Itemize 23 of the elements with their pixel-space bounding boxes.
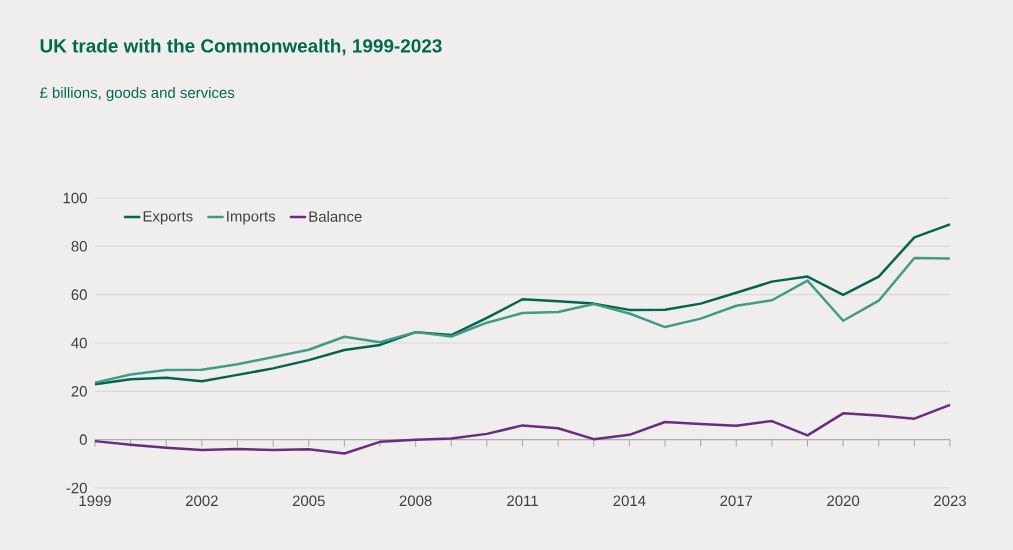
line-series [93, 403, 952, 455]
y-tick-label: 20 [71, 386, 87, 397]
x-tick-label: 2014 [613, 495, 646, 507]
y-tick-label: -20 [66, 482, 87, 494]
y-tick-label: 100 [63, 192, 87, 204]
x-tick-label: 2023 [934, 495, 966, 507]
legend-label: Imports [227, 211, 276, 225]
legend-label: Exports [143, 211, 193, 225]
chart-subtitle: £ billions, goods and services [39, 87, 235, 101]
line-series [93, 223, 952, 386]
x-tick-label: 2020 [827, 495, 860, 507]
x-tick-label: 2017 [720, 495, 753, 507]
x-tick-label: 2011 [507, 495, 538, 507]
x-tick-label: 1999 [79, 495, 111, 507]
chart-title: UK trade with the Commonwealth, 1999-2023 [40, 38, 442, 56]
y-tick-label: 40 [71, 337, 87, 349]
legend-label: Balance [309, 210, 362, 222]
y-tick-label: 80 [71, 241, 87, 252]
y-tick-label: 60 [71, 289, 87, 300]
x-tick-label: 2008 [399, 495, 432, 507]
y-tick-label: 0 [79, 434, 87, 445]
x-tick-label: 2005 [292, 495, 325, 507]
x-tick-label: 2002 [186, 495, 218, 507]
